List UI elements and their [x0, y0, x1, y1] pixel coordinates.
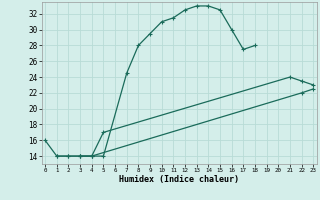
- X-axis label: Humidex (Indice chaleur): Humidex (Indice chaleur): [119, 175, 239, 184]
